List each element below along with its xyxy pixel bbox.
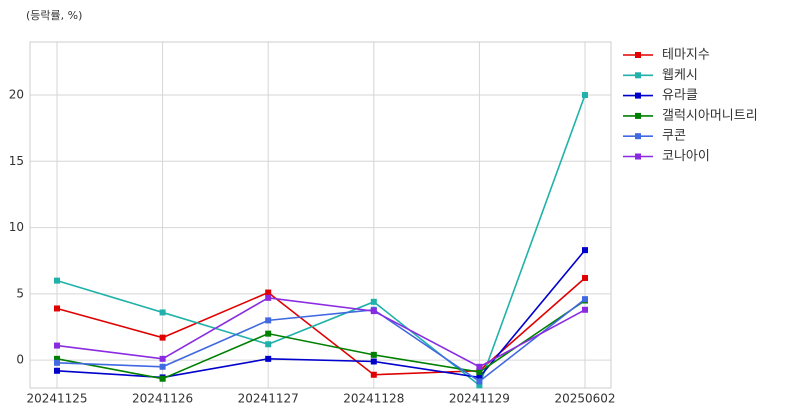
series-line — [56, 298, 586, 383]
y-tick-label: 10 — [9, 220, 24, 234]
point-marker — [476, 374, 483, 381]
point-marker — [582, 274, 588, 281]
chart-title: (등락률, %) — [26, 9, 82, 22]
legend-marker — [635, 133, 641, 140]
series-line — [56, 297, 586, 368]
legend-label: 테마지수 — [662, 48, 710, 63]
point-marker — [54, 355, 60, 362]
point-marker — [476, 363, 483, 370]
legend-label: 갤럭시아머니트리 — [662, 108, 758, 123]
point-marker — [370, 358, 377, 365]
series-line — [56, 299, 586, 380]
legend-marker — [635, 112, 641, 119]
point-marker — [370, 351, 377, 358]
point-marker — [582, 247, 588, 254]
legend-label: 웹케시 — [662, 68, 698, 83]
point-marker — [159, 355, 166, 362]
point-marker — [265, 294, 272, 301]
point-marker — [159, 334, 166, 341]
point-marker — [265, 355, 272, 362]
point-marker — [476, 369, 483, 376]
point-marker — [54, 367, 60, 374]
point-marker — [370, 298, 377, 305]
point-marker — [370, 308, 377, 315]
plot-frame — [29, 41, 612, 389]
series-line — [56, 249, 586, 379]
point-marker — [265, 289, 272, 296]
point-marker — [476, 382, 483, 389]
point-marker — [54, 342, 60, 349]
y-tick-label: 20 — [9, 88, 24, 102]
series-line — [56, 94, 586, 387]
point-marker — [582, 296, 588, 303]
point-marker — [159, 375, 166, 382]
legend-marker — [635, 153, 641, 160]
point-marker — [159, 363, 166, 370]
legend-marker — [635, 72, 641, 79]
point-marker — [476, 378, 483, 385]
x-tick-label: 20241127 — [238, 392, 299, 406]
point-marker — [265, 330, 272, 337]
y-tick-label: 15 — [9, 154, 24, 168]
y-tick-label: 5 — [16, 286, 24, 300]
x-tick-label: 20241126 — [132, 392, 193, 406]
legend-label: 쿠콘 — [662, 129, 686, 144]
point-marker — [265, 341, 272, 348]
x-tick-label: 20241129 — [449, 392, 510, 406]
point-marker — [265, 317, 272, 324]
point-marker — [54, 359, 60, 366]
point-marker — [370, 371, 377, 378]
point-marker — [54, 305, 60, 312]
point-marker — [159, 309, 166, 316]
x-tick-label: 20241128 — [343, 392, 404, 406]
legend-label: 코나아이 — [662, 149, 710, 164]
point-marker — [582, 306, 588, 313]
legend-label: 유라클 — [662, 88, 698, 103]
legend-marker — [635, 92, 641, 99]
point-marker — [54, 277, 60, 284]
x-tick-label: 20250602 — [554, 392, 615, 406]
x-tick-label: 20241125 — [26, 392, 87, 406]
y-tick-label: 0 — [16, 353, 24, 367]
legend-marker — [635, 52, 641, 58]
point-marker — [582, 92, 588, 99]
